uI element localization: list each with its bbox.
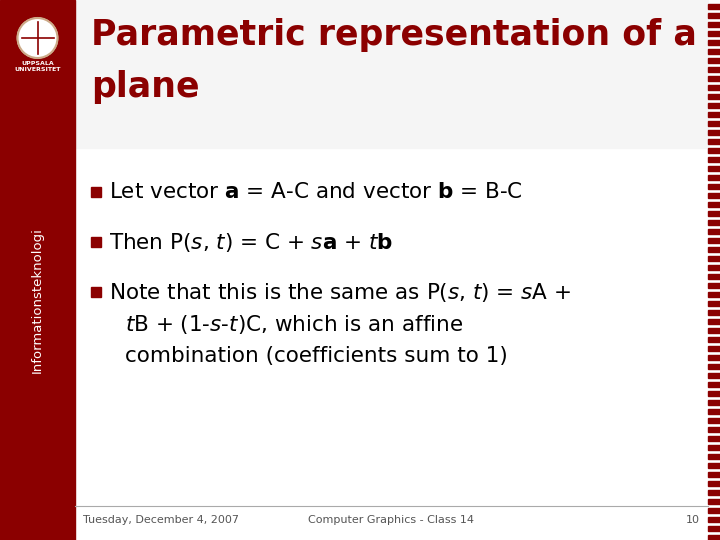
Bar (708, 310, 720, 315)
Bar (708, 355, 720, 360)
Bar (708, 139, 720, 144)
Text: $t$B + (1-$s$-$t$)C, which is an affine: $t$B + (1-$s$-$t$)C, which is an affine (125, 313, 463, 335)
Text: Computer Graphics - Class 14: Computer Graphics - Class 14 (308, 515, 474, 525)
Bar (708, 67, 720, 72)
Text: combination (coefficients sum to 1): combination (coefficients sum to 1) (125, 346, 508, 366)
Bar (91, 237, 101, 247)
Bar (708, 409, 720, 414)
Bar (708, 22, 720, 27)
Text: Informationsteknologi: Informationsteknologi (31, 227, 44, 373)
Bar (708, 166, 720, 171)
Text: Let vector $\mathbf{a}$ = A-C and vector $\mathbf{b}$ = B-C: Let vector $\mathbf{a}$ = A-C and vector… (109, 182, 523, 202)
Bar (708, 211, 720, 216)
Bar (708, 508, 720, 513)
Bar (708, 427, 720, 432)
Text: Parametric representation of a: Parametric representation of a (91, 18, 697, 52)
Bar (708, 58, 720, 63)
Bar (91, 287, 101, 297)
Bar (708, 193, 720, 198)
Bar (708, 346, 720, 351)
Bar (708, 364, 720, 369)
Bar (708, 256, 720, 261)
Bar (708, 328, 720, 333)
Bar (708, 247, 720, 252)
Text: Note that this is the same as P($s$, $t$) = $s$A +: Note that this is the same as P($s$, $t$… (109, 280, 571, 303)
Bar (708, 202, 720, 207)
Bar (708, 175, 720, 180)
Bar (708, 481, 720, 486)
Bar (708, 76, 720, 81)
Bar (708, 4, 720, 9)
Bar (708, 112, 720, 117)
Bar (708, 400, 720, 405)
Bar (708, 472, 720, 477)
Bar (708, 85, 720, 90)
Bar (708, 499, 720, 504)
Bar (708, 526, 720, 531)
Bar (708, 94, 720, 99)
Bar (708, 517, 720, 522)
Bar (708, 121, 720, 126)
Text: 10: 10 (686, 515, 700, 525)
Bar (708, 337, 720, 342)
Bar (708, 319, 720, 324)
Bar (75, 0, 708, 148)
Bar (708, 436, 720, 441)
Bar (708, 238, 720, 243)
Bar (91, 187, 101, 197)
Bar (708, 184, 720, 189)
Bar (708, 31, 720, 36)
Bar (708, 382, 720, 387)
Bar (708, 13, 720, 18)
Bar (708, 265, 720, 270)
Text: plane: plane (91, 70, 199, 104)
Bar (708, 391, 720, 396)
Circle shape (17, 18, 58, 58)
Bar (708, 220, 720, 225)
Bar (708, 418, 720, 423)
Bar (708, 463, 720, 468)
Bar (708, 454, 720, 459)
Text: Then P($s$, $t$) = C + $s\mathbf{a}$ + $t\mathbf{b}$: Then P($s$, $t$) = C + $s\mathbf{a}$ + $… (109, 231, 393, 253)
Bar (708, 373, 720, 378)
Bar (708, 283, 720, 288)
Bar (708, 535, 720, 540)
Text: Tuesday, December 4, 2007: Tuesday, December 4, 2007 (83, 515, 239, 525)
Bar (708, 229, 720, 234)
Bar (708, 445, 720, 450)
Bar (0, 0, 75, 540)
Bar (708, 40, 720, 45)
Bar (708, 274, 720, 279)
Bar (708, 157, 720, 162)
Bar (708, 130, 720, 135)
Bar (708, 292, 720, 297)
Bar (708, 49, 720, 54)
Bar (708, 301, 720, 306)
Text: UPPSALA
UNIVERSITET: UPPSALA UNIVERSITET (14, 61, 60, 72)
Bar (708, 148, 720, 153)
Bar (708, 103, 720, 108)
Bar (708, 490, 720, 495)
